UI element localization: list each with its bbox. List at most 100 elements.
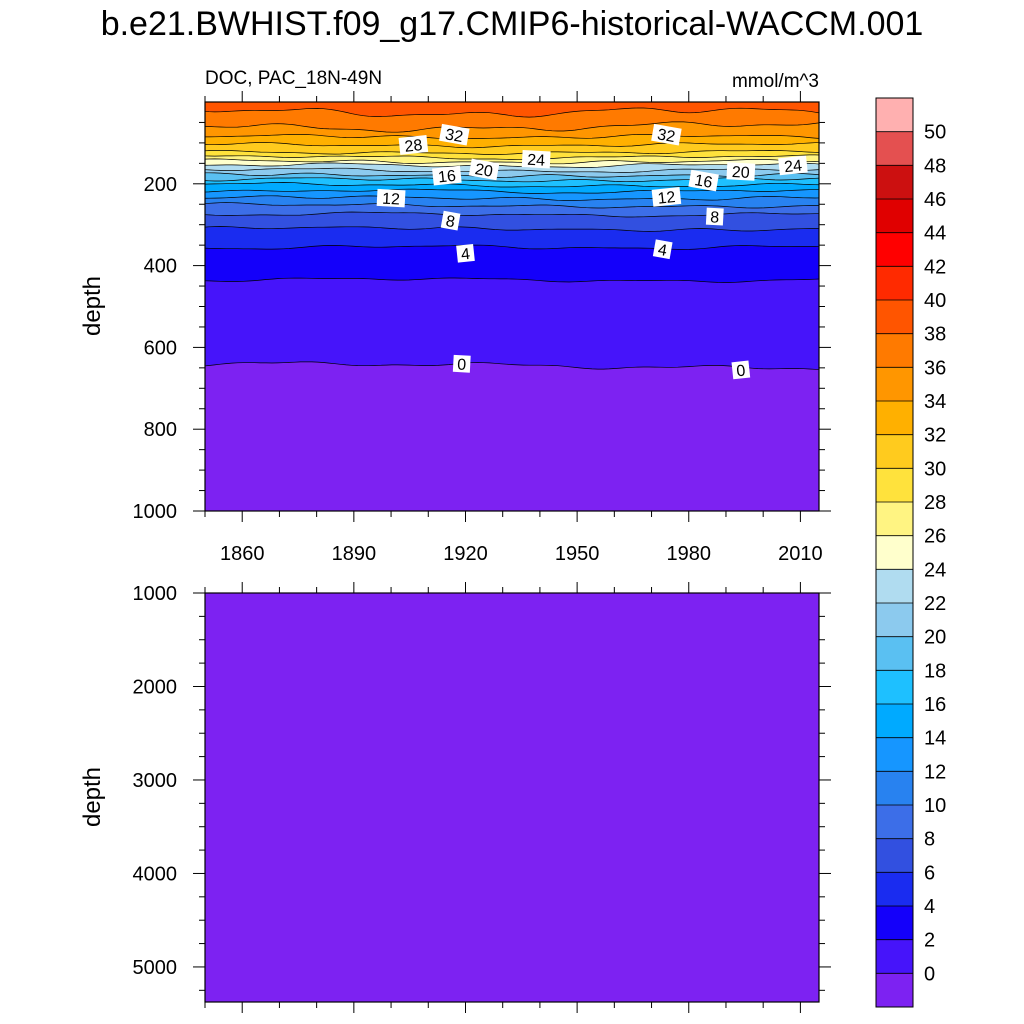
contour-label-box bbox=[726, 162, 756, 181]
colorbar: 5048464442403836343230282624222018161412… bbox=[875, 97, 946, 1008]
colorbar-swatch bbox=[876, 636, 913, 671]
contour-label-text: 8 bbox=[444, 213, 456, 231]
y-tick-label: 1000 bbox=[133, 501, 178, 523]
colorbar-swatch bbox=[876, 704, 913, 738]
contour-line-6 bbox=[205, 226, 819, 232]
x-tick-label: 1980 bbox=[667, 543, 712, 565]
colorbar-label: 8 bbox=[924, 829, 935, 851]
contour-label-text: 20 bbox=[474, 161, 495, 181]
contour-label-7: 4 bbox=[456, 243, 475, 264]
colorbar-swatch bbox=[876, 401, 913, 435]
contour-line-4 bbox=[205, 244, 819, 250]
colorbar-swatch bbox=[876, 165, 913, 200]
upper-y-axis-label: depth bbox=[79, 276, 106, 336]
contour-label-box bbox=[778, 155, 808, 176]
contour-label-4: 16 bbox=[432, 165, 462, 186]
contour-line-20 bbox=[205, 172, 819, 178]
contour-line-18 bbox=[205, 177, 819, 183]
colorbar-label: 12 bbox=[924, 761, 946, 783]
contour-line-2 bbox=[205, 277, 819, 283]
colorbar-swatch bbox=[876, 98, 913, 132]
colorbar-swatch bbox=[876, 872, 913, 907]
lower-axes: 1000 2000 3000 4000 5000 bbox=[133, 582, 831, 1013]
colorbar-label: 4 bbox=[924, 896, 935, 918]
contour-lines bbox=[205, 107, 819, 370]
contour-label-14: 8 bbox=[705, 207, 724, 227]
colorbar-swatch bbox=[876, 939, 913, 974]
contour-label-box bbox=[439, 123, 470, 146]
colorbar-swatch bbox=[876, 670, 913, 705]
contour-label-text: 4 bbox=[657, 242, 669, 260]
y-tick-label: 800 bbox=[144, 419, 177, 441]
contour-label-13: 12 bbox=[651, 186, 682, 208]
x-tick-label: 2010 bbox=[778, 543, 823, 565]
contour-label-text: 4 bbox=[460, 246, 471, 264]
contour-label-12: 16 bbox=[688, 169, 719, 192]
y-tick-label: 600 bbox=[144, 337, 177, 359]
contour-label-9: 32 bbox=[651, 123, 682, 146]
contour-line-26 bbox=[205, 158, 819, 165]
contour-label-5: 12 bbox=[376, 188, 406, 209]
contour-label-text: 8 bbox=[710, 209, 720, 226]
colorbar-swatch bbox=[876, 906, 913, 940]
contour-line-16 bbox=[205, 182, 819, 188]
y-tick-label: 400 bbox=[144, 256, 177, 278]
contour-label-6: 8 bbox=[440, 210, 461, 231]
contour-label-text: 24 bbox=[527, 152, 546, 170]
colorbar-label: 20 bbox=[924, 627, 946, 649]
contour-label-2: 24 bbox=[521, 150, 551, 170]
colorbar-label: 46 bbox=[924, 189, 946, 211]
contour-label-box bbox=[651, 123, 682, 146]
contour-label-box bbox=[688, 169, 719, 192]
colorbar-swatch bbox=[876, 502, 913, 536]
contour-label-text: 28 bbox=[404, 137, 424, 156]
colorbar-label: 24 bbox=[924, 559, 946, 581]
upper-panel: DOC, PAC_18N-49N mmol/m^3 32282420161284… bbox=[79, 68, 831, 565]
lower-contour-fill bbox=[205, 593, 819, 1002]
contour-label-text: 12 bbox=[382, 191, 401, 209]
contour-label-11: 20 bbox=[726, 162, 756, 182]
colorbar-label: 50 bbox=[924, 122, 946, 144]
contour-label-1: 28 bbox=[398, 135, 429, 156]
lower-panel: 1000 2000 3000 4000 5000 depth bbox=[79, 582, 831, 1013]
lower-plot-frame bbox=[204, 592, 820, 1003]
fill-below-0 bbox=[205, 593, 819, 1002]
contour-label-text: 32 bbox=[444, 126, 465, 146]
contour-label-0: 32 bbox=[439, 123, 470, 146]
colorbar-swatch bbox=[876, 367, 913, 402]
colorbar-swatch bbox=[876, 434, 913, 469]
contour-line-24 bbox=[205, 162, 819, 168]
colorbar-label: 32 bbox=[924, 425, 946, 447]
colorbar-swatch bbox=[876, 973, 913, 1008]
contour-label-text: 16 bbox=[693, 172, 714, 192]
x-tick-label: 1950 bbox=[555, 543, 600, 565]
contour-label-box bbox=[432, 165, 462, 186]
colorbar-label: 34 bbox=[924, 391, 946, 413]
contour-line-14 bbox=[205, 188, 819, 194]
main-title: b.e21.BWHIST.f09_g17.CMIP6-historical-WA… bbox=[100, 5, 924, 43]
colorbar-label: 10 bbox=[924, 795, 946, 817]
y-tick-label: 200 bbox=[144, 174, 177, 196]
panel-variable-label: DOC, PAC_18N-49N bbox=[205, 68, 382, 89]
contour-label-text: 12 bbox=[657, 189, 677, 208]
colorbar-swatch bbox=[876, 131, 913, 166]
contour-line-32 bbox=[205, 142, 819, 149]
contour-label-box bbox=[731, 360, 751, 380]
panel-units-label: mmol/m^3 bbox=[732, 71, 819, 92]
colorbar-swatch bbox=[876, 771, 913, 806]
colorbar-swatch bbox=[876, 468, 913, 503]
x-tick-label: 1860 bbox=[220, 543, 265, 565]
colorbar-swatch bbox=[876, 838, 913, 873]
colorbar-swatch bbox=[876, 266, 913, 301]
colorbar-swatch bbox=[876, 300, 913, 334]
contour-label-box bbox=[452, 354, 471, 373]
colorbar-label: 38 bbox=[924, 324, 946, 346]
colorbar-label: 44 bbox=[924, 223, 946, 245]
colorbar-frame bbox=[875, 97, 914, 1008]
contour-label-box bbox=[376, 188, 406, 208]
contour-label-text: 20 bbox=[731, 164, 750, 182]
colorbar-swatch bbox=[876, 199, 913, 233]
colorbar-swatch bbox=[876, 333, 913, 368]
